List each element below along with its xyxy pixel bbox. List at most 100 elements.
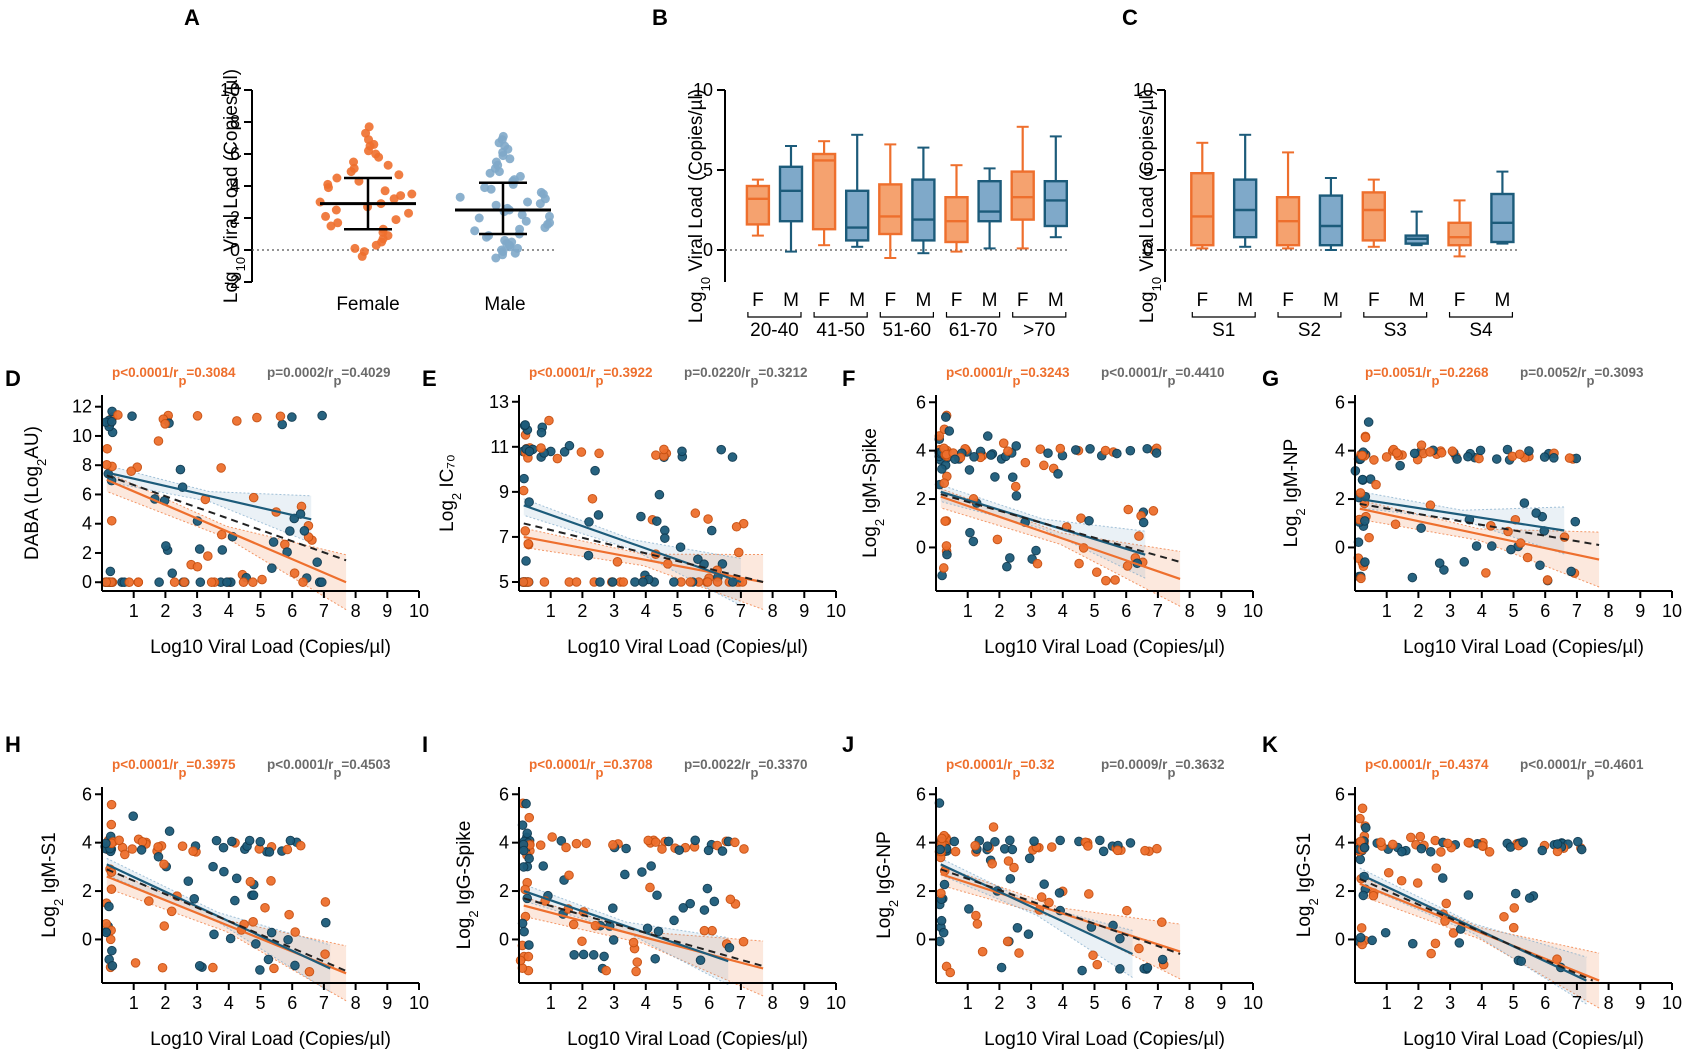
y-tick-label: 2 bbox=[82, 881, 92, 901]
data-point bbox=[699, 925, 710, 936]
data-point bbox=[248, 890, 259, 900]
stat-male: p=0.0002/rp=0.4029 bbox=[267, 365, 391, 388]
sex-label: F bbox=[884, 290, 896, 311]
group-bracket bbox=[813, 312, 868, 318]
data-point bbox=[113, 410, 123, 420]
sex-label: M bbox=[1048, 290, 1064, 311]
data-point bbox=[621, 843, 631, 854]
data-point bbox=[269, 963, 279, 974]
data-point bbox=[521, 556, 531, 566]
y-tick-label: 2 bbox=[1335, 489, 1345, 509]
data-point bbox=[939, 478, 950, 488]
fit-line-combined bbox=[106, 474, 347, 562]
box bbox=[1361, 191, 1386, 242]
data-point bbox=[407, 189, 417, 199]
fit-line-combined bbox=[523, 522, 764, 583]
data-point bbox=[654, 489, 665, 500]
fit-line-female bbox=[1359, 507, 1600, 561]
data-point bbox=[651, 450, 661, 460]
data-point bbox=[209, 929, 219, 940]
x-tick-label: 5 bbox=[255, 993, 265, 1013]
group-label: S1 bbox=[1212, 320, 1235, 341]
data-point bbox=[124, 577, 135, 588]
x-tick-label: 4 bbox=[1477, 993, 1487, 1013]
data-point bbox=[539, 577, 550, 587]
group-label: S4 bbox=[1469, 320, 1493, 341]
data-point bbox=[1524, 446, 1534, 456]
group-bracket bbox=[945, 312, 1001, 318]
x-tick-label: 2 bbox=[160, 601, 170, 621]
box bbox=[878, 183, 903, 236]
data-point bbox=[284, 909, 294, 920]
data-point bbox=[1431, 863, 1442, 873]
data-point bbox=[1416, 440, 1427, 450]
data-point bbox=[970, 840, 980, 851]
data-point bbox=[263, 954, 274, 965]
x-category-label: Female bbox=[336, 294, 399, 315]
data-point bbox=[1481, 568, 1491, 578]
data-point bbox=[1412, 878, 1423, 888]
data-point bbox=[630, 577, 640, 587]
x-axis-label: Log10 Viral Load (Copies/µl) bbox=[567, 1029, 808, 1050]
data-point bbox=[1074, 558, 1084, 569]
y-tick-label: 6 bbox=[1335, 784, 1345, 804]
data-point bbox=[248, 917, 258, 927]
y-tick-label: 0 bbox=[499, 929, 509, 949]
data-point bbox=[248, 492, 259, 503]
stat-male: p<0.0001/rp=0.4503 bbox=[267, 757, 391, 780]
data-point bbox=[588, 950, 599, 960]
data-point bbox=[192, 411, 203, 421]
data-point bbox=[137, 837, 148, 847]
data-point bbox=[1360, 557, 1370, 567]
data-point bbox=[569, 949, 579, 960]
data-point bbox=[594, 448, 604, 459]
data-point bbox=[519, 473, 529, 484]
x-tick-label: 6 bbox=[1121, 993, 1131, 1013]
data-point bbox=[491, 253, 501, 263]
data-point bbox=[685, 577, 696, 587]
data-point bbox=[521, 798, 531, 809]
data-point bbox=[949, 836, 960, 847]
x-tick-label: 8 bbox=[1185, 993, 1195, 1013]
data-point bbox=[730, 837, 740, 848]
data-point bbox=[106, 515, 117, 526]
data-point bbox=[380, 186, 390, 196]
x-tick-label: 1 bbox=[963, 993, 973, 1013]
box bbox=[1490, 192, 1515, 244]
data-point bbox=[518, 485, 529, 496]
data-point bbox=[1083, 841, 1093, 851]
data-point bbox=[1573, 836, 1583, 847]
stat-male: p=0.0220/rp=0.3212 bbox=[684, 365, 808, 388]
data-point bbox=[1125, 445, 1136, 456]
data-point bbox=[216, 529, 227, 540]
data-point bbox=[515, 955, 526, 966]
data-point bbox=[1518, 837, 1528, 847]
data-point bbox=[1506, 544, 1516, 555]
data-point bbox=[608, 903, 618, 913]
data-point bbox=[164, 826, 175, 837]
y-tick-label: 5 bbox=[703, 160, 713, 180]
confidence-edge bbox=[940, 857, 1133, 931]
data-point bbox=[1471, 541, 1482, 551]
confidence-band bbox=[106, 858, 331, 993]
data-point bbox=[1509, 903, 1520, 913]
data-point bbox=[969, 452, 979, 462]
box bbox=[745, 184, 771, 226]
data-point bbox=[470, 226, 480, 236]
data-point bbox=[1358, 890, 1369, 901]
x-tick-label: 2 bbox=[577, 993, 587, 1013]
x-axis-label: Log10 Viral Load (Copies/µl) bbox=[150, 1029, 391, 1050]
y-tick-label: 4 bbox=[1335, 833, 1345, 853]
data-point bbox=[105, 566, 116, 577]
data-point bbox=[675, 542, 686, 552]
y-tick-label: 0 bbox=[82, 572, 92, 592]
data-point bbox=[564, 870, 574, 881]
x-axis-label: Log10 Viral Load (Copies/µl) bbox=[1403, 1029, 1644, 1050]
sex-label: F bbox=[1454, 290, 1466, 311]
data-point bbox=[524, 497, 534, 507]
data-point bbox=[636, 511, 646, 522]
data-point bbox=[1009, 862, 1019, 873]
data-point bbox=[1463, 890, 1474, 900]
data-point bbox=[535, 199, 545, 209]
